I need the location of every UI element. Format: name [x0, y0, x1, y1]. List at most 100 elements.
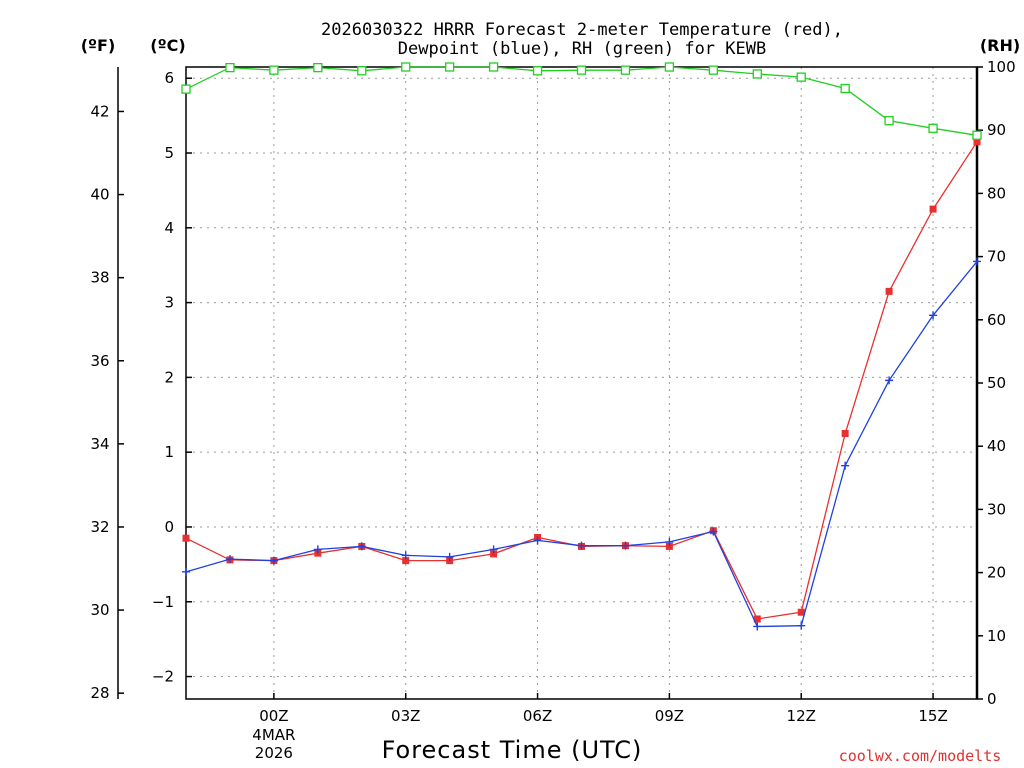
celsius-axis-ticks: −2 −1 0 1 2 3 4 5 6 [152, 69, 192, 686]
rh-tick-label: 20 [987, 564, 1006, 582]
rh-tick-label: 10 [987, 627, 1006, 645]
rh-tick-label: 70 [987, 248, 1006, 266]
rh-point [488, 62, 499, 72]
data-series [181, 62, 982, 631]
rh-point [445, 62, 455, 72]
dewpoint-point [269, 556, 278, 565]
temperature-point [929, 205, 937, 213]
celsius-tick-label: 1 [164, 443, 174, 461]
rh-unit-label: (RH) [980, 36, 1020, 55]
time-tick-label: 03Z [391, 707, 420, 725]
rh-tick-label: 50 [987, 374, 1006, 392]
celsius-tick-label: 0 [164, 518, 174, 536]
series-dewpoint [182, 257, 981, 631]
series-rh [181, 62, 982, 140]
rh-point [752, 69, 762, 79]
dewpoint-point [577, 541, 586, 550]
dewpoint-point [665, 537, 674, 546]
rh-point [357, 66, 367, 76]
dewpoint-point [621, 541, 630, 550]
dewpoint-line [185, 261, 978, 628]
temperature-point [402, 557, 410, 565]
dewpoint-point [753, 622, 762, 631]
dewpoint-point [225, 555, 234, 564]
dewpoint-point [929, 311, 938, 320]
celsius-tick-label: 2 [164, 368, 174, 386]
rh-point [401, 62, 411, 72]
time-tick-date-label: 4MAR [252, 726, 295, 744]
rh-point [532, 66, 543, 76]
rh-tick-label: 40 [987, 437, 1006, 455]
rh-point [884, 116, 894, 126]
fahrenheit-axis-ticks: 28 30 32 34 36 38 40 42 [90, 102, 124, 702]
rh-point [840, 83, 850, 94]
rh-tick-label: 60 [987, 311, 1006, 329]
rh-tick-label: 0 [987, 690, 997, 708]
dewpoint-point [533, 536, 542, 545]
rh-tick-label: 30 [987, 500, 1006, 518]
rh-point [972, 130, 982, 140]
dewpoint-point [709, 527, 718, 536]
time-tick-label: 12Z [787, 707, 816, 725]
plot-frame [185, 66, 978, 700]
celsius-tick-label: 5 [164, 144, 174, 162]
rh-point [708, 65, 718, 75]
celsius-unit-label: (ºC) [150, 36, 185, 55]
temperature-point [182, 534, 190, 542]
dewpoint-point [797, 621, 806, 630]
dewpoint-point [401, 551, 410, 560]
dewpoint-point [313, 545, 322, 554]
celsius-tick-label: −2 [152, 668, 174, 686]
series-temperature [182, 138, 981, 623]
x-axis-label: Forecast Time (UTC) [382, 736, 643, 764]
rh-axis-ticks: 0 10 20 30 40 50 60 70 80 90 100 [977, 58, 1016, 708]
dewpoint-point [182, 567, 190, 576]
dewpoint-point [445, 552, 454, 561]
chart-title-line-1: 2026030322 HRRR Forecast 2-meter Tempera… [321, 20, 843, 40]
celsius-tick-label: −1 [152, 593, 174, 611]
rh-point [928, 123, 938, 133]
temperature-point [753, 615, 761, 623]
rh-point [664, 62, 675, 72]
rh-tick-label: 100 [987, 58, 1016, 76]
dewpoint-point [357, 542, 366, 551]
time-tick-date-label: 2026 [255, 744, 293, 762]
fahrenheit-tick-label: 42 [90, 102, 109, 120]
temperature-point [665, 542, 673, 550]
time-tick-label: 00Z [259, 707, 288, 725]
fahrenheit-tick-label: 40 [90, 186, 109, 204]
celsius-tick-label: 4 [164, 219, 174, 237]
dewpoint-point [973, 257, 981, 266]
celsius-tick-label: 3 [164, 294, 174, 312]
fahrenheit-tick-label: 38 [90, 269, 109, 287]
temperature-point [973, 138, 981, 146]
rh-line [185, 66, 978, 136]
temperature-point [841, 429, 849, 437]
fahrenheit-tick-label: 34 [90, 435, 109, 453]
dewpoint-point [489, 545, 498, 554]
fahrenheit-tick-label: 28 [90, 684, 109, 702]
rh-tick-label: 90 [987, 121, 1006, 139]
time-tick-label: 09Z [655, 707, 684, 725]
time-tick-label: 06Z [523, 707, 552, 725]
grid-lines [186, 67, 977, 699]
rh-point [269, 65, 279, 75]
fahrenheit-tick-label: 32 [90, 518, 109, 536]
temperature-point [885, 287, 893, 295]
chart-title-line-2: Dewpoint (blue), RH (green) for KEWB [398, 39, 766, 59]
credit-text: coolwx.com/modelts [839, 747, 1002, 765]
rh-point [313, 62, 323, 73]
temperature-point [490, 550, 498, 558]
rh-point [620, 65, 631, 75]
rh-point [796, 72, 806, 82]
rh-tick-label: 80 [987, 184, 1006, 202]
dewpoint-point [885, 376, 894, 385]
celsius-tick-label: 6 [164, 69, 174, 87]
rh-point [576, 65, 587, 75]
fahrenheit-unit-label: (ºF) [81, 36, 116, 55]
time-tick-label: 15Z [918, 707, 947, 725]
rh-point [225, 62, 235, 73]
temperature-point [797, 608, 805, 616]
